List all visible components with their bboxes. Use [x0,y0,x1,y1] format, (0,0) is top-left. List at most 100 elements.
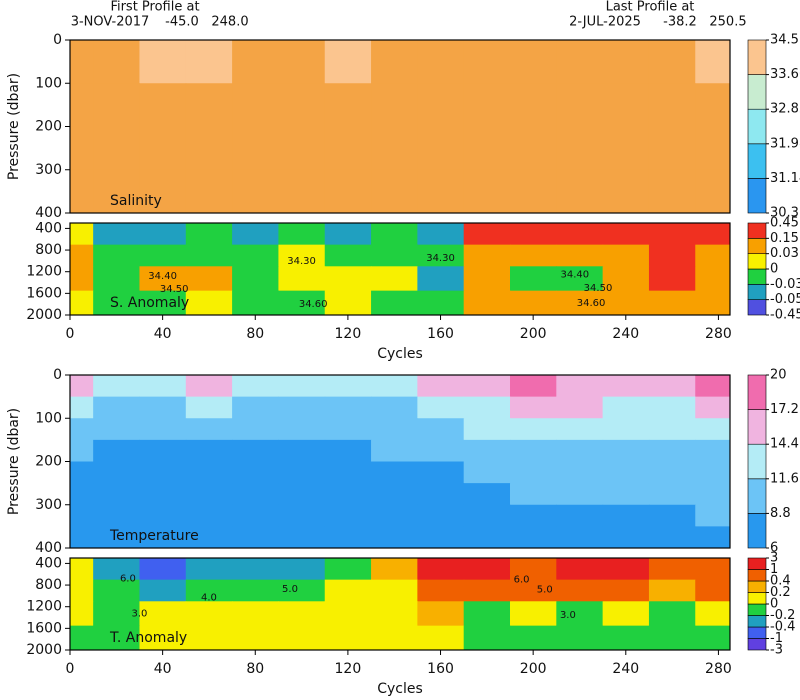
heat-cell [232,83,279,127]
heat-cell [324,266,372,292]
colorbar-tick-label: 33.66 [770,67,800,82]
colorbar-segment [747,443,767,480]
colorbar-segment [747,108,767,145]
heat-cell [602,526,650,548]
heat-cell [278,169,326,213]
y-tick-label: 1600 [26,620,62,636]
colorbar-segment [747,409,767,445]
contour-label: 5.0 [537,584,553,595]
heat-cell [324,461,372,484]
heat-cell [371,558,418,581]
colorbar-segment [747,374,767,410]
heat-cell [139,504,187,527]
last-profile-date: 2-JUL-2025 [569,15,641,30]
y-tick-label: 200 [35,454,62,470]
heat-cell [417,40,465,84]
heat-cell [232,601,279,627]
colorbar-segment [747,299,767,316]
heat-cell [556,266,604,292]
heat-cell [70,461,94,484]
colorbar-tick-label: 31.98 [770,136,800,151]
heat-cell [324,526,372,548]
heat-cell [695,290,730,315]
heat-cell [648,418,696,441]
heat-cell [93,396,140,419]
panel-label: Salinity [110,193,162,209]
heat-cell [93,244,140,267]
heat-cell [93,526,140,548]
colorbar-tick-label: 32.82 [770,102,800,117]
heat-cell [70,266,94,292]
first-profile-date: 3-NOV-2017 [71,15,150,30]
heat-cell [648,244,696,267]
heat-cell [185,625,233,650]
heat-cell [648,558,696,581]
heat-cell [232,169,279,213]
heat-cell [324,126,372,171]
colorbar-tick-label: 17.2 [770,402,799,417]
heat-cell [232,483,279,506]
colorbar-segment [747,569,767,582]
heat-cell [463,223,511,246]
heat-cell [463,461,511,484]
heat-cell [648,579,696,602]
heat-cell [93,504,140,527]
heat-cell [185,290,233,315]
heat-cell [93,579,140,602]
y-tick-label: 400 [35,220,62,236]
heat-cell [371,439,418,462]
heat-cell [417,223,465,246]
first-profile-lat: -45.0 [165,15,199,30]
heat-cell [93,418,140,441]
heatmap-cells [70,558,730,650]
colorbar-tick-label: 20 [770,368,787,383]
heat-cell [463,83,511,127]
heat-cell [371,40,418,84]
heat-cell [371,418,418,441]
heat-cell [602,483,650,506]
heat-cell [417,244,465,267]
colorbar-tick-label: 34.5 [770,33,799,48]
contour-label: 34.30 [287,256,316,267]
heat-cell [324,579,372,602]
heat-cell [648,483,696,506]
heat-cell [417,126,465,171]
heat-cell [232,418,279,441]
heat-cell [463,290,511,315]
heat-cell [232,290,279,315]
x-tick-label: 240 [612,326,639,342]
colorbar-tick-label: 8.8 [770,506,791,521]
contour-label: 6.0 [514,575,530,586]
heat-cell [463,439,511,462]
heat-cell [463,526,511,548]
contour-label: 4.0 [201,593,217,604]
heat-cell [417,169,465,213]
heat-cell [139,244,187,267]
heat-cell [185,244,233,267]
colorbar-tick-label: -1 [770,631,783,646]
heat-cell [510,396,557,419]
colorbar-segment [747,178,767,214]
heat-cell [695,223,730,246]
heat-cell [232,504,279,527]
heat-cell [463,169,511,213]
colorbar-tick-label: 1 [770,562,778,577]
x-tick-label: 0 [66,661,75,677]
colorbar-tick-label: -0.45 [770,308,800,323]
contour-label: 34.60 [299,299,328,310]
heat-cell [324,601,372,627]
heat-cell [70,601,94,627]
heat-cell [648,40,696,84]
heat-cell [139,169,187,213]
panel-label: T. Anomaly [109,630,187,646]
heat-cell [556,126,604,171]
y-tick-label: 1600 [26,285,62,301]
heat-cell [417,558,465,581]
heat-cell [602,504,650,527]
heat-cell [417,396,465,419]
heat-cell [602,601,650,627]
y-tick-label: 1200 [26,599,62,615]
y-tick-label: 0 [53,32,62,48]
colorbar-tick-label: -3 [770,643,783,658]
